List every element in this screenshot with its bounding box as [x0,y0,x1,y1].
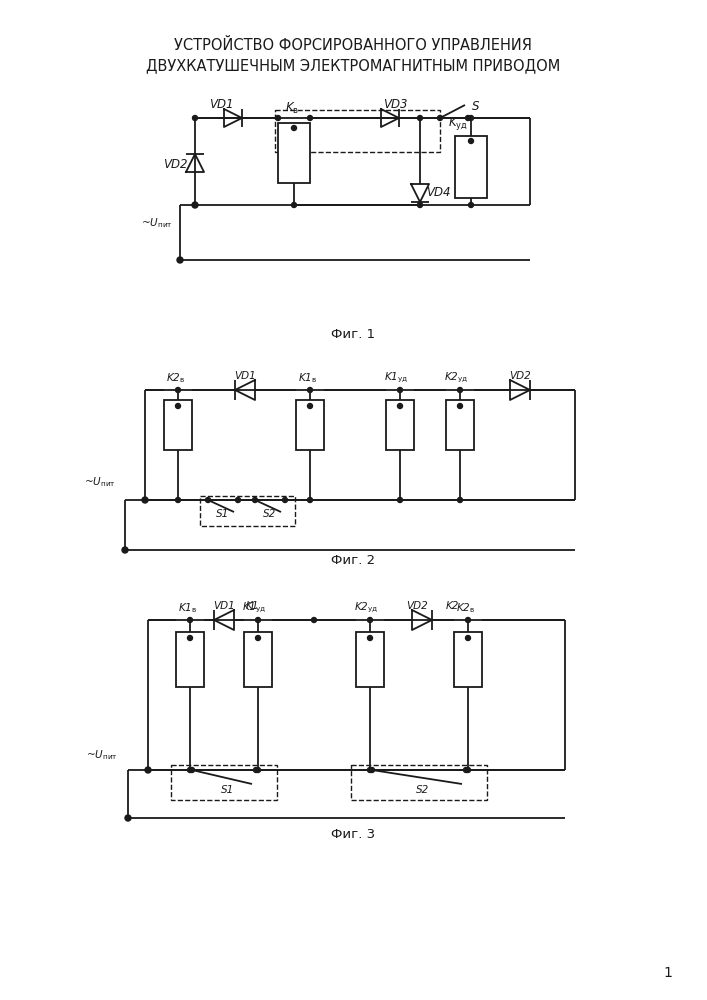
Circle shape [308,497,312,502]
Text: S1: S1 [216,509,230,519]
Circle shape [469,115,474,120]
Circle shape [142,497,148,503]
Text: VD1: VD1 [209,99,233,111]
Circle shape [469,202,474,208]
Circle shape [276,115,281,120]
Circle shape [177,257,183,263]
Circle shape [122,547,128,553]
Circle shape [187,768,192,772]
Text: ~$U_\mathrm{пит}$: ~$U_\mathrm{пит}$ [84,475,116,489]
Circle shape [175,387,180,392]
Circle shape [192,115,197,120]
Text: K1$_\mathrm{в}$: K1$_\mathrm{в}$ [178,601,198,615]
Text: ~$U_\mathrm{пит}$: ~$U_\mathrm{пит}$ [141,216,173,230]
Bar [200,496,295,526]
Circle shape [187,617,192,622]
Text: Фиг. 2: Фиг. 2 [331,554,375,566]
Bar [296,400,324,450]
Text: 1: 1 [664,966,672,980]
Bar [455,136,487,198]
Text: K1$_\mathrm{уд}$: K1$_\mathrm{уд}$ [242,601,267,615]
Circle shape [465,115,470,120]
Text: VD1: VD1 [234,371,256,381]
Circle shape [175,497,180,502]
Bar [356,632,384,687]
Circle shape [308,387,312,392]
Text: K2$_\mathrm{в}$: K2$_\mathrm{в}$ [166,371,186,385]
Bar [446,400,474,450]
Bar [454,632,482,687]
Circle shape [125,815,131,821]
Circle shape [465,636,470,641]
Text: VD2: VD2 [509,371,531,381]
Circle shape [457,387,462,392]
Text: VD2: VD2 [163,158,187,172]
Text: УСТРОЙСТВО ФОРСИРОВАННОГО УПРАВЛЕНИЯ: УСТРОЙСТВО ФОРСИРОВАННОГО УПРАВЛЕНИЯ [174,37,532,52]
Circle shape [255,636,260,641]
Circle shape [368,617,373,622]
Circle shape [291,125,296,130]
Text: S2: S2 [416,785,430,795]
Text: VD1: VD1 [213,601,235,611]
Text: VD2: VD2 [406,601,428,611]
Text: K2: K2 [445,601,459,611]
Bar [386,400,414,450]
Circle shape [418,202,423,208]
Bar [244,632,272,687]
Text: K2$_\mathrm{уд}$: K2$_\mathrm{уд}$ [444,371,468,385]
Circle shape [187,636,192,641]
Bar [351,765,487,800]
Circle shape [465,768,470,772]
Text: S1: S1 [221,785,235,795]
Text: S: S [472,100,480,112]
Circle shape [308,403,312,408]
Circle shape [397,387,402,392]
Bar [164,400,192,450]
Text: K1: K1 [245,601,259,611]
Circle shape [418,115,423,120]
Text: S2: S2 [264,509,276,519]
Text: Фиг. 3: Фиг. 3 [331,828,375,842]
Circle shape [235,497,240,502]
Text: K1$_\mathrm{уд}$: K1$_\mathrm{уд}$ [384,371,408,385]
Text: VD4: VD4 [426,186,450,200]
Circle shape [368,768,373,772]
Circle shape [291,202,296,208]
Circle shape [457,403,462,408]
Bar [278,123,310,183]
Circle shape [255,617,260,622]
Circle shape [175,403,180,408]
Circle shape [438,115,443,120]
Bar [275,110,440,152]
Circle shape [255,768,260,772]
Circle shape [465,617,470,622]
Bar [176,632,204,687]
Circle shape [368,636,373,641]
Circle shape [397,497,402,502]
Text: VD3: VD3 [382,99,407,111]
Text: K1$_\mathrm{в}$: K1$_\mathrm{в}$ [298,371,317,385]
Circle shape [283,497,288,502]
Text: ДВУХКАТУШЕЧНЫМ ЭЛЕКТРОМАГНИТНЫМ ПРИВОДОМ: ДВУХКАТУШЕЧНЫМ ЭЛЕКТРОМАГНИТНЫМ ПРИВОДОМ [146,58,560,74]
Text: $K_\mathrm{в}$: $K_\mathrm{в}$ [285,100,299,116]
Circle shape [145,767,151,773]
Circle shape [189,768,194,772]
Bar [171,765,277,800]
Circle shape [254,768,259,772]
Circle shape [252,497,257,502]
Text: Фиг. 1: Фиг. 1 [331,328,375,342]
Text: K2$_\mathrm{в}$: K2$_\mathrm{в}$ [456,601,476,615]
Circle shape [370,768,375,772]
Text: ~$U_\mathrm{пит}$: ~$U_\mathrm{пит}$ [86,748,118,762]
Circle shape [464,768,469,772]
Circle shape [308,115,312,120]
Text: $K_\mathrm{уд}$: $K_\mathrm{уд}$ [448,115,468,132]
Circle shape [397,403,402,408]
Circle shape [312,617,317,622]
Circle shape [206,497,211,502]
Circle shape [457,497,462,502]
Circle shape [192,202,198,208]
Text: K2$_\mathrm{уд}$: K2$_\mathrm{уд}$ [354,601,378,615]
Circle shape [469,138,474,143]
